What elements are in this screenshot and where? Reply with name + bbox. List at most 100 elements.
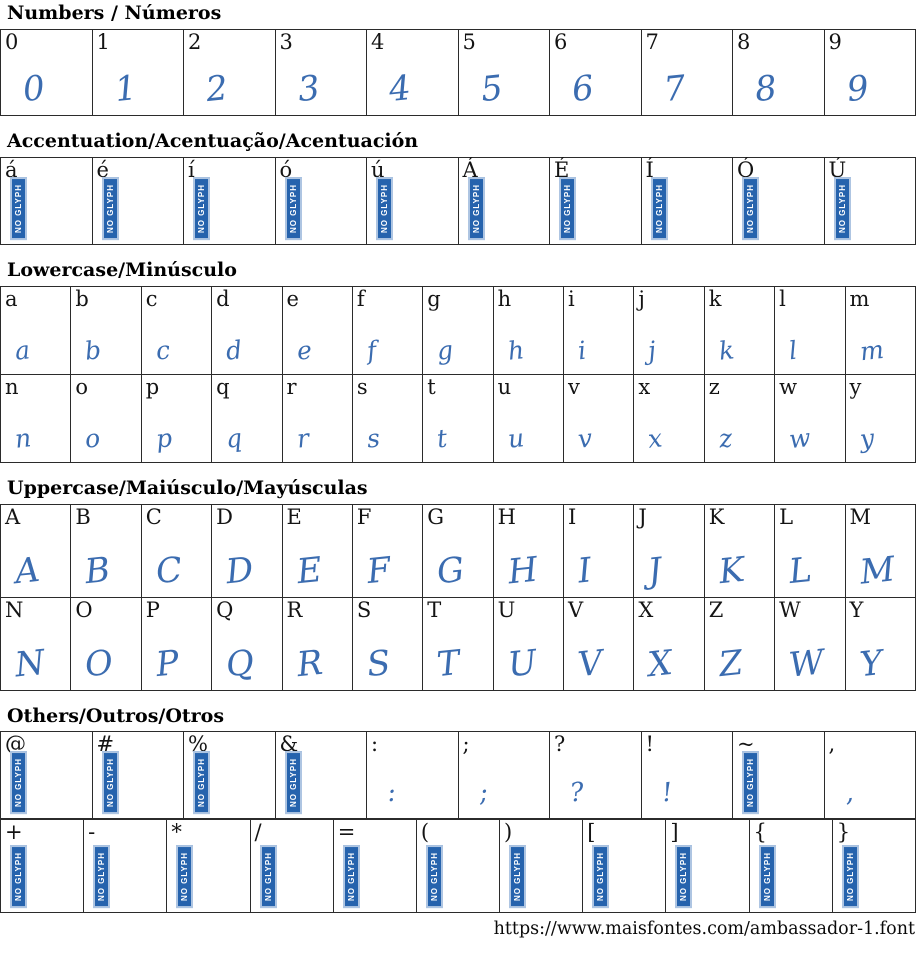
no-glyph-badge: NO GLYPH [675, 845, 693, 909]
character-label: # [96, 732, 115, 757]
character-label: 2 [188, 29, 202, 54]
character-label: l [779, 286, 786, 311]
no-glyph-badge: NO GLYPH [193, 751, 210, 815]
character-label: K [708, 504, 725, 529]
character-label: - [88, 820, 96, 845]
handwritten-glyph-sample: ! [659, 777, 674, 809]
character-label: R [286, 597, 303, 622]
glyph-cell: É NO GLYPH [549, 156, 642, 245]
character-label: L [779, 504, 794, 529]
handwritten-glyph-sample: e [295, 334, 313, 366]
handwritten-glyph-sample: K [716, 549, 747, 592]
character-label: * [171, 820, 182, 845]
character-label: I [568, 504, 577, 529]
glyph-cell: } NO GLYPH [831, 819, 916, 914]
handwritten-glyph-sample: b [83, 334, 103, 366]
character-label: Z [708, 597, 724, 622]
handwritten-glyph-sample: 2 [203, 67, 230, 110]
character-label: @ [5, 732, 26, 757]
handwritten-glyph-sample: : [385, 778, 398, 809]
handwritten-glyph-sample: r [295, 423, 310, 454]
section-title-uppercase: Uppercase/Maiúsculo/Mayúsculas [7, 476, 368, 499]
character-label: = [337, 820, 356, 845]
character-label: h [497, 286, 512, 311]
character-label: ú [371, 157, 385, 182]
glyph-cell: :: [366, 731, 459, 820]
character-label: F [356, 504, 372, 529]
character-label: f [356, 286, 365, 311]
glyph-table-row: á NO GLYPH é NO GLYPH í NO GLYPH ó NO GLYPH ú NO … [0, 156, 916, 245]
no-glyph-badge: NO GLYPH [93, 845, 111, 909]
handwritten-glyph-sample: w [787, 422, 812, 454]
glyph-cell: ,, [823, 731, 916, 820]
handwritten-glyph-sample: X [646, 642, 675, 685]
character-label: Ú [828, 157, 847, 182]
no-glyph-badge: NO GLYPH [758, 845, 776, 909]
handwritten-glyph-sample: s [365, 423, 382, 454]
character-label: d [216, 286, 230, 311]
character-label: G [427, 504, 445, 529]
no-glyph-badge: NO GLYPH [841, 845, 859, 909]
no-glyph-badge: NO GLYPH [467, 176, 485, 240]
character-label: % [188, 732, 208, 757]
section-title-others: Others/Outros/Otros [7, 704, 225, 727]
character-label: + [5, 820, 23, 845]
handwritten-glyph-sample: W [787, 641, 827, 686]
glyph-cell: Í NO GLYPH [640, 156, 733, 245]
character-label: S [356, 597, 372, 622]
character-label: ; [462, 732, 470, 757]
character-label: V [568, 597, 584, 622]
no-glyph-badge: NO GLYPH [284, 751, 302, 815]
glyph-cell: !! [640, 731, 733, 820]
glyph-cell: - NO GLYPH [83, 819, 168, 914]
handwritten-glyph-sample: g [435, 334, 455, 366]
character-label: p [145, 374, 160, 399]
character-label: v [568, 374, 580, 399]
handwritten-glyph-sample: R [294, 642, 325, 685]
footer-url-link[interactable]: https://www.maisfontes.com/ambassador-1.… [493, 919, 915, 940]
character-label: x [638, 374, 651, 399]
character-label: } [836, 820, 851, 845]
glyph-cell: = NO GLYPH [332, 819, 417, 914]
character-label: o [75, 374, 89, 399]
handwritten-glyph-sample: 5 [478, 67, 505, 110]
section-others: Others/Outros/Otros @ NO GLYPH # NO GLYPH% NO… [0, 704, 916, 914]
character-label: z [708, 374, 720, 399]
character-label: 9 [828, 29, 842, 54]
sections-root: Numbers / Números 0 0 1 1 2 2 3 3 4 4 5 5 6 6 7 7 8 8 9 9 Acc… [0, 3, 916, 914]
character-label: 5 [462, 29, 476, 54]
character-label: u [497, 374, 512, 399]
character-label: C [145, 504, 162, 529]
handwritten-glyph-sample: j [646, 335, 658, 365]
no-glyph-badge: NO GLYPH [509, 845, 527, 909]
no-glyph-badge: NO GLYPH [101, 751, 119, 815]
handwritten-glyph-sample: c [154, 335, 172, 366]
handwritten-glyph-sample: J [646, 549, 665, 592]
handwritten-glyph-sample: d [224, 334, 244, 366]
handwritten-glyph-sample: x [646, 423, 664, 454]
character-label: Ó [737, 157, 755, 182]
